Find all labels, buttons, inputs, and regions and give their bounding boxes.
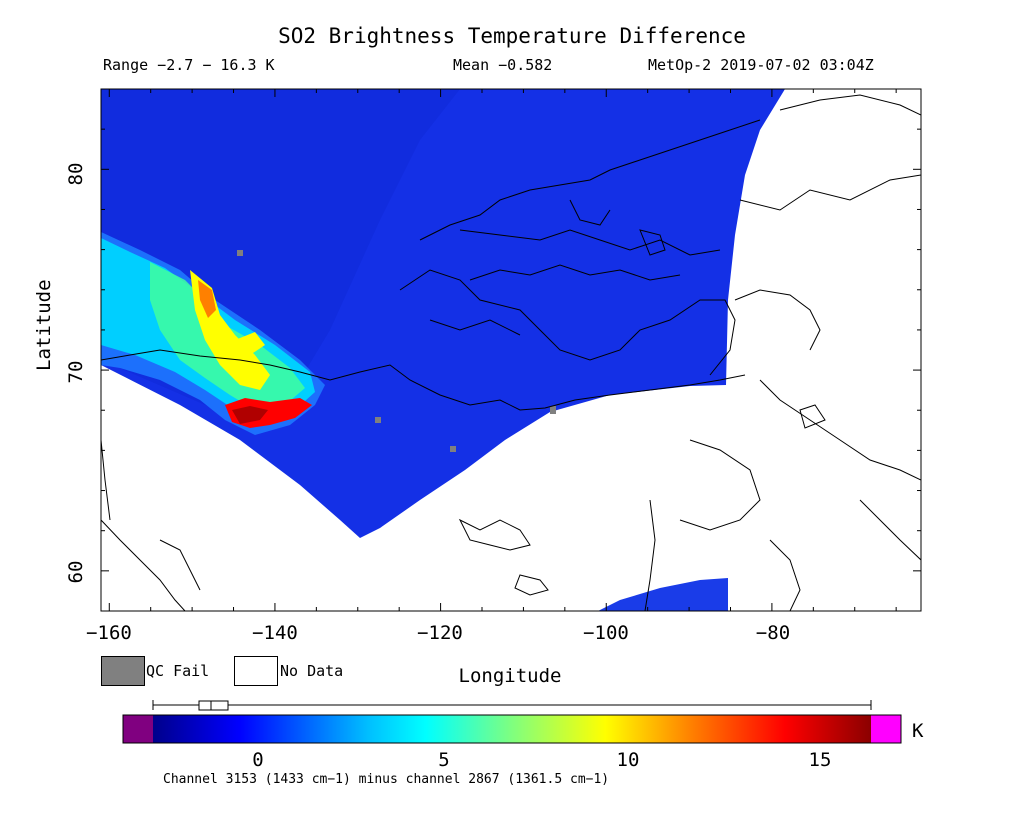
colorbar-tick-label: 15 [808, 749, 832, 771]
x-tick-label: −140 [252, 622, 298, 644]
colorbar-low-swatch [123, 715, 153, 743]
y-tick-label: 70 [65, 360, 87, 384]
colorbar-frame [122, 714, 902, 744]
no-data-label: No Data [280, 662, 344, 680]
colorbar-unit: K [912, 720, 924, 742]
y-tick-label: 80 [65, 162, 87, 186]
chart-title: SO2 Brightness Temperature Difference [278, 24, 746, 48]
so2-plume [101, 232, 325, 435]
colorbar-high-swatch [871, 715, 901, 743]
colorbar-tick-label: 0 [252, 749, 264, 771]
x-axis-label: Longitude [458, 665, 562, 687]
x-tick-label: −80 [755, 622, 791, 644]
qc-fail-pixels [237, 250, 556, 452]
channel-footnote: Channel 3153 (1433 cm−1) minus channel 2… [163, 772, 610, 787]
qc-fail-swatch [101, 656, 145, 686]
map-area [101, 89, 921, 611]
qc-fail-label: QC Fail [146, 662, 210, 680]
x-tick-label: −100 [583, 622, 629, 644]
no-data-swatch [234, 656, 278, 686]
y-tick-label: 60 [65, 560, 87, 584]
coastlines [101, 94, 921, 611]
colorbar [122, 700, 902, 744]
data-swath-lower [598, 578, 728, 611]
x-tick-label: −160 [86, 622, 132, 644]
satellite-time-label: MetOp-2 2019-07-02 03:04Z [648, 56, 874, 74]
range-label: Range −2.7 − 16.3 K [103, 56, 275, 74]
colorbar-tick-label: 10 [616, 749, 640, 771]
plot-frame [100, 88, 922, 612]
y-axis-label: Latitude [33, 279, 55, 371]
colorbar-gradient [153, 715, 871, 743]
x-tick-label: −120 [417, 622, 463, 644]
boxplot-box [198, 700, 229, 711]
mean-label: Mean −0.582 [453, 56, 553, 74]
colorbar-tick-label: 5 [438, 749, 450, 771]
